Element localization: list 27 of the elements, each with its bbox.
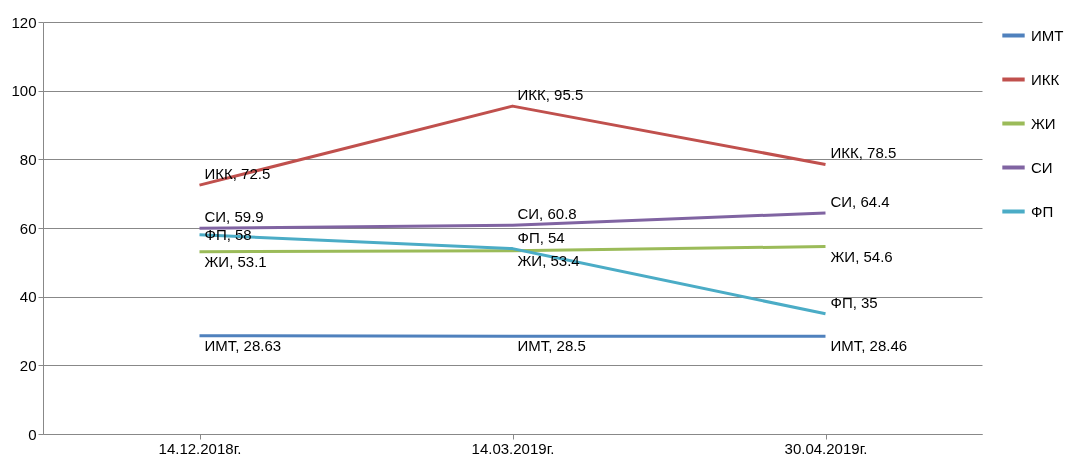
data-label: СИ, 60.8 [517,205,577,223]
data-label: ИМТ, 28.63 [204,336,282,354]
data-label: СИ, 64.4 [830,192,890,210]
x-tick-label: 14.12.2018г. [158,439,242,457]
data-label: ЖИ, 53.1 [204,252,267,270]
y-tick-label: 80 [19,150,37,168]
x-tick-label: 14.03.2019г. [471,439,555,457]
y-tick-label: 40 [19,288,37,306]
data-label: ИКК, 78.5 [830,144,897,162]
y-tick-label: 100 [11,82,37,100]
legend-label: ИМТ [1031,26,1064,44]
y-tick-label: 120 [11,13,37,31]
data-label: ИКК, 95.5 [517,86,584,104]
data-label: ИМТ, 28.5 [517,337,586,355]
y-tick-label: 0 [28,425,37,443]
legend-label: ИКК [1031,70,1060,88]
legend-label: СИ [1031,158,1053,176]
data-label: ФП, 35 [830,293,878,311]
legend-label: ЖИ [1031,114,1056,132]
y-tick-label: 60 [19,219,37,237]
data-label: ЖИ, 54.6 [830,247,893,265]
data-label: ФП, 54 [517,228,565,246]
legend-label: ФП [1031,202,1054,220]
data-label: СИ, 59.9 [204,208,264,226]
y-tick-label: 20 [19,356,37,374]
data-label: ИМТ, 28.46 [830,337,908,355]
x-tick-label: 30.04.2019г. [784,439,868,457]
